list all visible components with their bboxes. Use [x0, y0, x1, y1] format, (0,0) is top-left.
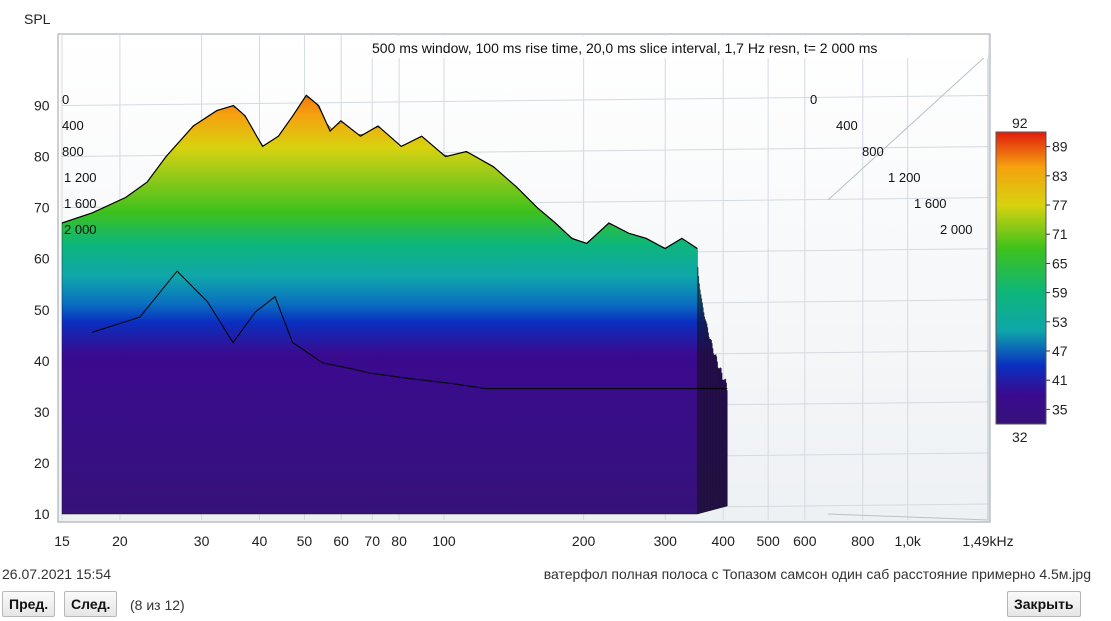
y-tick-label: 20 [34, 455, 50, 471]
time-label-left: 1 200 [64, 170, 97, 185]
photo-caption: ватерфол полная полоса с Топазом самсон … [543, 566, 1091, 582]
y-tick-label: 10 [34, 506, 50, 522]
x-tick-label: 20 [112, 533, 128, 549]
x-tick-label: 600 [793, 533, 817, 549]
time-label-left: 800 [62, 144, 84, 159]
x-tick-label: 300 [654, 533, 678, 549]
x-tick-label: 400 [712, 533, 736, 549]
x-tick-label: 200 [572, 533, 596, 549]
photo-date: 26.07.2021 15:54 [2, 566, 111, 582]
series-line-400ms [91, 270, 728, 390]
x-tick-label: 40 [252, 533, 268, 549]
colorbar-tick-label: 89 [1052, 139, 1068, 155]
colorbar-tick-label: 59 [1052, 285, 1068, 301]
time-label-right: 1 600 [914, 196, 947, 211]
chart-canvas: 10 20 30 40 50 60 70 80 90 15 20 30 40 50 60 70 80 100 200… [24, 11, 1068, 549]
x-tick-label: 80 [391, 533, 407, 549]
colorbar-max-label: 92 [1012, 115, 1028, 131]
grid-line [61, 95, 989, 107]
y-tick-label: 80 [34, 149, 50, 165]
y-tick-label: 40 [34, 353, 50, 369]
x-tick-label: 15 [54, 533, 70, 549]
depth-wall [827, 52, 989, 521]
time-label-right: 0 [810, 92, 817, 107]
colorbar-tick-label: 71 [1052, 226, 1068, 242]
time-label-left: 0 [62, 92, 69, 107]
colorbar: 92 32 89 83 77 71 65 59 53 47 41 35 [995, 115, 1068, 445]
x-tick-label: 50 [297, 533, 313, 549]
time-label-left: 2 000 [64, 222, 97, 237]
y-axis-label: SPL [24, 11, 51, 27]
photo-counter: (8 из 12) [130, 597, 185, 613]
colorbar-tick-label: 53 [1052, 314, 1068, 330]
waterfall-chart: 10 20 30 40 50 60 70 80 90 15 20 30 40 50 60 70 80 100 200… [24, 11, 1068, 549]
time-label-right: 2 000 [940, 222, 973, 237]
x-tick-label: 30 [194, 533, 210, 549]
x-tick-label: 100 [432, 533, 456, 549]
close-button[interactable]: Закрыть [1007, 591, 1081, 617]
colorbar-tick-label: 35 [1052, 401, 1068, 417]
y-tick-label: 70 [34, 200, 50, 216]
y-tick-label: 60 [34, 251, 50, 267]
chart-annotation: 500 ms window, 100 ms rise time, 20,0 ms… [372, 40, 877, 56]
y-tick-label: 30 [34, 404, 50, 420]
time-label-right: 800 [862, 144, 884, 159]
colorbar-min-label: 32 [1012, 429, 1028, 445]
colorbar-tick-label: 41 [1052, 372, 1068, 388]
time-label-left: 400 [62, 118, 84, 133]
next-button[interactable]: След. [64, 591, 118, 617]
time-label-right: 1 200 [888, 170, 921, 185]
x-tick-label: 800 [851, 533, 875, 549]
colorbar-tick-label: 47 [1052, 343, 1068, 359]
waterfall-slices [61, 94, 728, 515]
x-tick-label: 1,0k [894, 533, 921, 549]
time-label-left: 1 600 [64, 196, 97, 211]
x-tick-label: 60 [333, 533, 349, 549]
annotation-bg [368, 36, 988, 58]
colorbar-scale [995, 131, 1047, 425]
colorbar-tick-label: 83 [1052, 168, 1068, 184]
time-label-right: 400 [836, 118, 858, 133]
colorbar-tick-label: 65 [1052, 255, 1068, 271]
colorbar-tick-label: 77 [1052, 197, 1068, 213]
x-tick-label: 70 [364, 533, 380, 549]
viewer-footer: 26.07.2021 15:54 ватерфол полная полоса … [0, 560, 1111, 621]
x-tick-label: 1,49kHz [962, 533, 1013, 549]
series-line-0ms [61, 94, 698, 250]
x-tick-label: 500 [756, 533, 780, 549]
y-tick-label: 50 [34, 302, 50, 318]
y-tick-label: 90 [34, 98, 50, 114]
axes: 10 20 30 40 50 60 70 80 90 15 20 30 40 50 60 70 80 100 200… [34, 92, 1014, 549]
prev-button[interactable]: Пред. [2, 591, 56, 617]
